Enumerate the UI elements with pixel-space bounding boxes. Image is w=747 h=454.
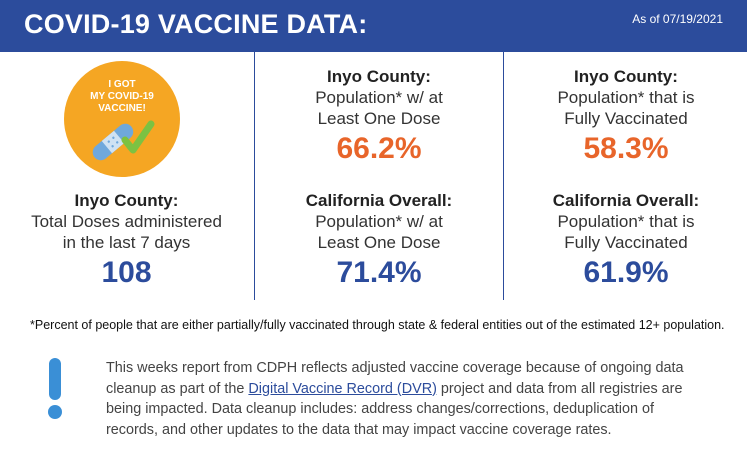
stat-value: 108 [101,256,152,289]
column-inyo-doses: I GOT MY COVID-19 VACCINE! Inyo County: … [0,52,253,300]
bandage-icon [92,123,134,161]
stat-desc-line2: Fully Vaccinated [564,233,688,252]
notice-text-before: This weeks report from CDPH reflects adj… [106,360,684,397]
ca-full-stat: California Overall: Population* that is … [504,190,747,291]
stat-desc-line2: Least One Dose [317,109,441,128]
stat-desc-line2: Least One Dose [317,233,441,252]
notice-text-after: project and data from all registries are… [106,380,683,438]
stat-desc-line2: in the last 7 days [62,233,191,252]
stat-desc-line2: Fully Vaccinated [564,109,688,128]
badge-line2: MY COVID-19 [90,91,154,102]
badge-line3: VACCINE! [98,103,146,114]
exclamation-icon [48,358,62,419]
inyo-doses-stat: Inyo County: Total Doses administered in… [0,190,253,291]
stat-label: California Overall: [305,191,453,210]
badge-line1: I GOT [108,79,135,90]
as-of-date: As of 07/19/2021 [632,12,723,26]
stat-value: 58.3% [583,132,669,165]
vaccine-badge-icon: I GOT MY COVID-19 VACCINE! [64,61,180,177]
stat-label: Inyo County: [74,191,179,210]
stat-desc-line1: Population* that is [557,212,695,231]
inyo-one-dose-stat: Inyo County: Population* w/ at Least One… [255,66,503,167]
ca-one-dose-stat: California Overall: Population* w/ at Le… [255,190,503,291]
dvr-link[interactable]: Digital Vaccine Record (DVR) [248,380,437,397]
footnote: *Percent of people that are either parti… [30,318,725,332]
inyo-full-stat: Inyo County: Population* that is Fully V… [504,66,747,167]
notice-text: This weeks report from CDPH reflects adj… [106,358,706,440]
column-one-dose: Inyo County: Population* w/ at Least One… [254,52,503,300]
stat-value: 66.2% [336,132,422,165]
stat-value: 71.4% [336,256,422,289]
header-bar: COVID-19 VACCINE DATA: As of 07/19/2021 [0,0,747,52]
page-title: COVID-19 VACCINE DATA: [24,9,368,39]
stat-label: Inyo County: [327,67,431,86]
checkmark-icon [121,120,155,154]
stat-label: Inyo County: [574,67,678,86]
stat-desc-line1: Population* w/ at [315,212,443,231]
column-fully-vaccinated: Inyo County: Population* that is Fully V… [503,52,747,300]
stat-desc-line1: Population* w/ at [315,88,443,107]
stat-value: 61.9% [583,256,669,289]
stat-desc-line1: Total Doses administered [31,212,222,231]
stat-label: California Overall: [552,191,700,210]
stat-desc-line1: Population* that is [557,88,695,107]
